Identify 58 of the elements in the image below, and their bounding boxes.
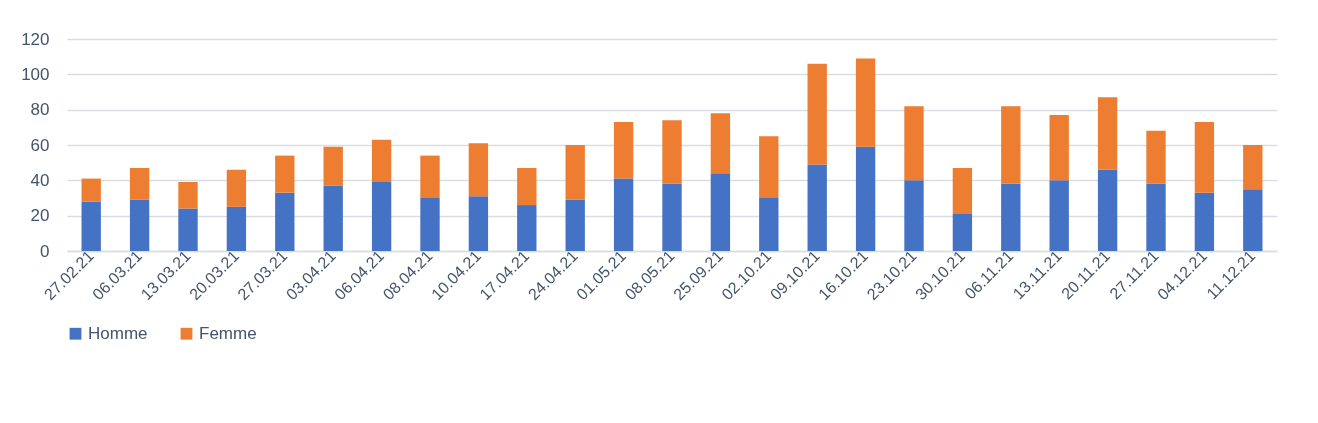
- bar: [1001, 183, 1021, 251]
- bar: [565, 145, 585, 200]
- bar: [952, 167, 973, 214]
- bar: [613, 122, 634, 179]
- bar: [1243, 189, 1263, 251]
- bar: [226, 169, 247, 207]
- bar: [759, 198, 779, 251]
- bar: [613, 178, 634, 251]
- bar: [1194, 122, 1215, 193]
- bar: [178, 182, 198, 209]
- bar: [1097, 97, 1118, 170]
- bar: [420, 155, 440, 198]
- bar: [226, 206, 247, 251]
- y-tick-label: 40: [30, 170, 50, 190]
- bar: [759, 136, 779, 198]
- bar: [807, 164, 827, 251]
- bar: [371, 182, 392, 251]
- bar: [1049, 114, 1069, 181]
- legend-label: Femme: [199, 323, 257, 343]
- bar: [662, 120, 682, 184]
- legend-label: Homme: [88, 323, 148, 343]
- bar: [662, 183, 682, 251]
- bar: [1097, 169, 1118, 251]
- bar: [904, 106, 924, 181]
- bar: [81, 178, 101, 202]
- y-tick-label: 80: [30, 100, 50, 120]
- bar: [468, 143, 489, 197]
- y-tick-label: 60: [30, 135, 50, 155]
- bar: [710, 173, 731, 251]
- bar: [710, 113, 731, 174]
- bar: [178, 208, 198, 251]
- bar: [952, 213, 973, 251]
- bar: [1146, 130, 1166, 184]
- bar: [1146, 183, 1166, 251]
- bar: [1194, 192, 1215, 251]
- bar: [517, 205, 537, 251]
- bar: [129, 199, 150, 251]
- bar: [1001, 106, 1021, 184]
- bar: [275, 192, 295, 251]
- bar: [420, 198, 440, 251]
- bar: [807, 63, 827, 165]
- bar: [323, 146, 343, 186]
- bar: [855, 146, 876, 251]
- y-tick-label: 120: [21, 29, 50, 49]
- bar: [855, 58, 876, 147]
- bar: [468, 196, 489, 251]
- bar: [371, 139, 392, 183]
- bar: [81, 201, 101, 251]
- bar: [323, 185, 343, 251]
- bar: [1243, 145, 1263, 190]
- y-tick-label: 100: [21, 64, 50, 84]
- bar: [517, 167, 537, 206]
- bar: [129, 167, 150, 200]
- bar: [904, 180, 924, 251]
- bar: [275, 155, 295, 193]
- y-tick-label: 20: [30, 206, 50, 226]
- bar: [565, 199, 585, 251]
- bar: [1049, 180, 1069, 251]
